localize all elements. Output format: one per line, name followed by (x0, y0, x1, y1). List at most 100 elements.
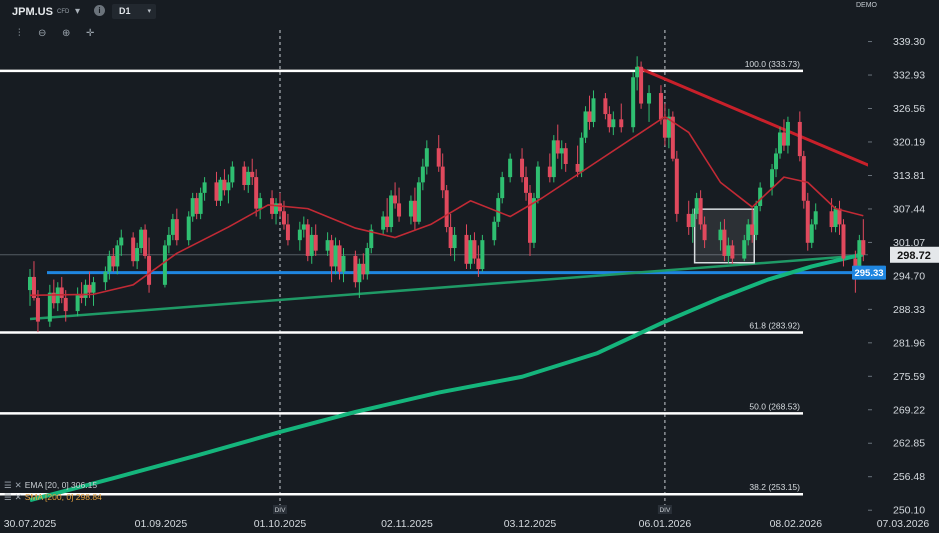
settings-icon[interactable]: ☰ (4, 492, 12, 502)
candle-body (666, 116, 671, 138)
pane-label: DEMO (856, 2, 877, 9)
candle-body (416, 182, 421, 222)
candle-body (563, 148, 568, 164)
candle-body (690, 213, 695, 228)
candle-body (841, 224, 846, 259)
candle-body (424, 148, 429, 167)
candle-body (393, 195, 398, 204)
ema-legend-label[interactable]: EMA [20, 0] 306.15 (24, 480, 98, 490)
candle-body (246, 171, 251, 185)
candle-body (631, 77, 636, 128)
candle-body (313, 234, 318, 251)
x-axis-tick-label: 02.11.2025 (381, 518, 433, 530)
candle-body (770, 169, 775, 188)
candle-body (492, 221, 497, 241)
close-icon[interactable]: ✕ (14, 480, 22, 490)
dividend-label: DIV (659, 507, 671, 514)
x-axis-tick-label: 07.03.2026 (877, 518, 930, 530)
candle-body (214, 182, 219, 201)
candle-body (369, 229, 374, 249)
candle-body (436, 148, 441, 167)
candle-body (174, 219, 179, 241)
candle-body (774, 153, 779, 170)
settings-icon[interactable]: ☰ (4, 480, 12, 490)
info-icon[interactable]: i (94, 5, 105, 16)
timeframe-select[interactable]: D1 ▾ (112, 4, 156, 19)
candle-body (230, 166, 235, 183)
y-axis-tick-label: 288.33 (893, 304, 925, 316)
candle-body (59, 287, 64, 298)
candle-body (718, 229, 723, 241)
candle-body (222, 179, 227, 191)
candle-body (496, 198, 501, 222)
candle-body (551, 140, 556, 178)
candle-body (520, 158, 525, 178)
x-axis-tick-label: 30.07.2025 (4, 518, 57, 530)
zoom-in-icon[interactable]: ⊕ (62, 28, 71, 39)
candle-body (524, 177, 529, 193)
y-axis-tick-label: 301.07 (893, 237, 925, 249)
y-axis-tick-label: 332.93 (893, 70, 925, 82)
candle-body (472, 240, 477, 259)
candle-body (258, 198, 263, 209)
candle-body (162, 245, 167, 285)
candle-body (555, 140, 560, 154)
candle-body (579, 137, 584, 172)
candle-body (658, 93, 663, 120)
candle-body (468, 240, 473, 264)
y-axis-tick-label: 250.10 (893, 505, 925, 517)
crosshair-icon[interactable]: ✛ (86, 28, 95, 39)
candle-body (357, 263, 362, 283)
candle-body (242, 166, 247, 185)
candle-body (309, 234, 314, 256)
candle-body (535, 166, 540, 199)
dividend-label: DIV (275, 507, 287, 514)
candle-body (742, 240, 747, 259)
indicator-legend: ☰ ✕ EMA [20, 0] 306.15 ☰ ✕ SMA [200, 0] 298.… (4, 480, 102, 504)
current-price-tag: 298.72 (897, 250, 931, 262)
y-axis-tick-label: 313.81 (893, 170, 925, 182)
candle-body (329, 240, 334, 267)
candle-body (389, 195, 394, 228)
candle-body (274, 203, 279, 214)
candle-body (218, 179, 223, 201)
candle-body (547, 166, 552, 178)
candle-body (297, 229, 302, 241)
candle-body (111, 255, 116, 267)
candle-body (353, 255, 358, 283)
x-axis-tick-label: 01.09.2025 (135, 518, 188, 530)
candle-body (444, 190, 449, 228)
candle-body (619, 119, 624, 128)
y-axis-tick-label: 326.56 (893, 103, 925, 115)
candle-body (500, 177, 505, 199)
candle-body (79, 295, 84, 298)
indicators-icon[interactable]: ⫶ (18, 28, 21, 39)
close-icon[interactable]: ✕ (14, 492, 22, 502)
symbol-label[interactable]: JPM.US (12, 6, 53, 18)
candle-body (575, 163, 580, 172)
chevron-down-icon[interactable]: ▾ (75, 6, 81, 17)
candle-body (115, 245, 120, 267)
candle-body (119, 237, 124, 246)
chart-toolbar: JPM.US CFD ▾ i D1 ▾ DEMO (0, 0, 939, 24)
candle-body (301, 224, 306, 230)
sma-legend-label[interactable]: SMA [200, 0] 298.84 (24, 492, 102, 502)
current-price-tag-bg (890, 246, 939, 263)
fibonacci-level-label: 61.8 (283.92) (749, 321, 800, 331)
candle-body (325, 240, 330, 251)
candle-body (170, 219, 175, 235)
candle-body (91, 282, 96, 293)
candle-body (805, 200, 810, 243)
candle-body (305, 224, 310, 256)
candle-body (47, 292, 52, 322)
plot-area (0, 30, 868, 516)
x-axis-tick-label: 03.12.2025 (504, 518, 557, 530)
candle-body (476, 258, 481, 270)
candle-body (28, 276, 32, 291)
y-axis-tick-label: 275.59 (893, 371, 925, 383)
candle-body (412, 200, 417, 222)
zoom-out-icon[interactable]: ⊖ (38, 28, 47, 39)
candle-body (730, 245, 735, 259)
candle-body (190, 198, 195, 217)
